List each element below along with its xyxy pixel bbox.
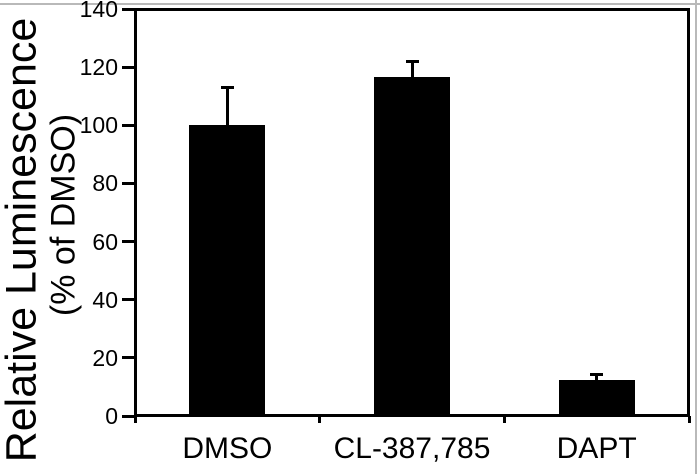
x-axis-label: CL-387,785: [333, 432, 491, 465]
bar-cl-387-785: [374, 77, 450, 416]
error-bar-stem: [225, 87, 229, 126]
x-axis-tick: [502, 416, 506, 423]
y-axis-tick: [122, 414, 135, 418]
y-axis-tick-label: 0: [105, 403, 118, 429]
x-axis-tick: [318, 416, 322, 423]
y-axis-tick: [122, 356, 135, 360]
y-axis-tick-label: 120: [79, 54, 118, 81]
bar-dapt: [558, 379, 635, 416]
x-axis-tick: [687, 416, 691, 423]
y-axis-tick: [122, 181, 135, 185]
y-axis-tick: [122, 7, 135, 11]
y-axis-tick: [122, 298, 135, 302]
y-axis-tick-label: 20: [92, 344, 118, 371]
error-bar-cap: [590, 373, 604, 377]
y-axis-tick: [122, 240, 135, 244]
x-axis-label: DMSO: [182, 432, 273, 465]
y-axis-title: Relative Luminescence: [0, 17, 46, 463]
x-axis-label: DAPT: [556, 432, 637, 465]
error-bar-cap: [220, 86, 234, 90]
bar-dmso: [189, 125, 266, 416]
error-bar-cap: [405, 60, 419, 64]
y-axis-tick: [122, 65, 135, 69]
image-border-right: [695, 0, 697, 474]
y-axis-tick-label: 40: [92, 286, 118, 313]
error-bar-stem: [595, 374, 599, 380]
y-axis-tick-label: 100: [79, 112, 118, 139]
y-axis-tick-label: 60: [92, 228, 118, 255]
x-axis-tick: [133, 416, 137, 423]
y-axis-tick-label: 80: [92, 170, 118, 197]
error-bar-stem: [410, 61, 414, 78]
y-axis-tick: [122, 123, 135, 127]
y-axis-tick-label: 140: [79, 0, 118, 22]
image-border-top: [0, 3, 700, 5]
